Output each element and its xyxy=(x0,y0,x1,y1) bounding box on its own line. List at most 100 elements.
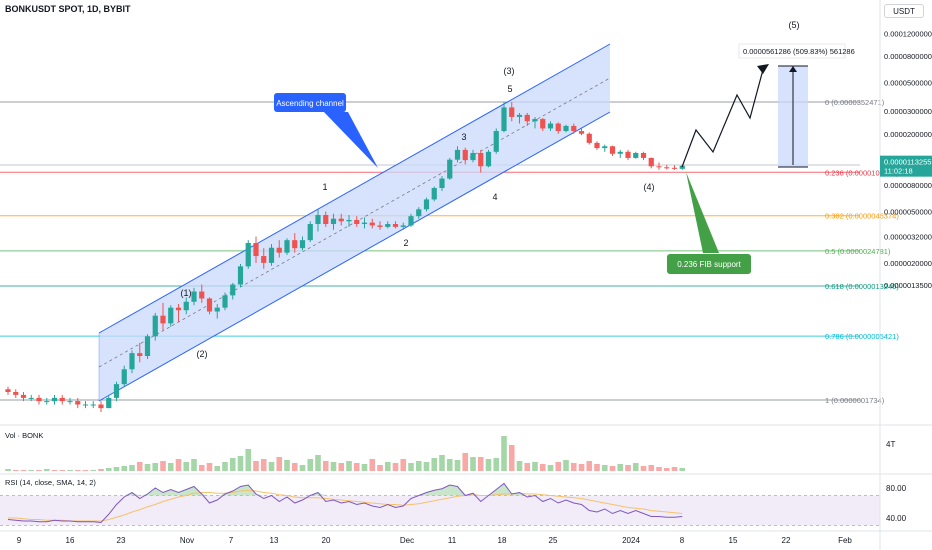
volume-bar xyxy=(361,464,368,471)
rsi-panel: RSI (14, close, SMA, 14, 2) 80.00 40.00 xyxy=(0,478,907,526)
volume-bar xyxy=(640,466,647,471)
candle-body xyxy=(253,243,259,257)
volume-bar xyxy=(369,459,376,471)
volume-bar xyxy=(144,464,151,471)
wave-label: (4) xyxy=(644,182,655,192)
rsi-label: RSI (14, close, SMA, 14, 2) xyxy=(5,478,96,487)
volume-bar xyxy=(392,463,399,471)
time-axis-tick: 8 xyxy=(680,536,685,545)
volume-bar xyxy=(601,465,608,471)
time-axis-tick: 11 xyxy=(448,536,457,545)
volume-bar xyxy=(284,460,290,471)
channel-callout-box xyxy=(274,93,346,112)
candle-body xyxy=(625,151,631,158)
candle-body xyxy=(82,404,89,406)
volume-bar xyxy=(594,464,600,471)
volume-bar xyxy=(555,462,562,471)
candle-body xyxy=(214,307,220,312)
volume-bar xyxy=(384,462,391,471)
time-axis-tick: 20 xyxy=(322,536,331,545)
price-axis-tick: 0.0000800000 xyxy=(884,52,932,61)
volume-bar xyxy=(206,463,213,471)
candle-body xyxy=(160,315,166,324)
volume-bar xyxy=(330,462,337,471)
candle-body xyxy=(191,291,197,302)
candle-body xyxy=(408,216,414,226)
candle-body xyxy=(315,214,321,225)
volume-bar xyxy=(609,466,616,471)
candle-body xyxy=(284,240,290,253)
volume-bar xyxy=(462,453,469,471)
candle-body xyxy=(431,188,437,200)
volume-bar xyxy=(632,463,639,471)
volume-bar xyxy=(338,463,345,471)
rsi-signal-line xyxy=(8,489,683,522)
volume-bar xyxy=(105,468,112,471)
candle-body xyxy=(20,394,27,398)
symbol-title: BONKUSDT SPOT, 1D, BYBIT xyxy=(5,4,131,14)
candle-body xyxy=(385,224,391,227)
volume-bar xyxy=(43,469,50,471)
target-label: 0.0000561286 (509.83%) 561286 xyxy=(743,47,855,56)
volume-bar xyxy=(671,467,678,471)
volume-bar xyxy=(400,459,407,471)
channel-mid-line xyxy=(98,77,611,368)
candle-body xyxy=(602,146,608,149)
volume-bar xyxy=(59,470,66,471)
time-axis-tick: 25 xyxy=(549,536,558,545)
volume-bar xyxy=(245,449,252,471)
volume-bar xyxy=(198,465,205,471)
volume-bar xyxy=(485,459,492,471)
wave-label: 4 xyxy=(492,192,497,202)
fib-label-0: 0 (0.0000352471) xyxy=(825,98,885,107)
volume-bar xyxy=(268,462,275,471)
channel-lower-line xyxy=(98,111,611,402)
volume-bar xyxy=(524,463,531,471)
time-axis: 9 16 23 Nov 7 13 20 Dec 11 18 25 2024 8 15 22 Feb xyxy=(17,536,853,545)
volume-bar xyxy=(82,470,89,471)
candle-body xyxy=(361,222,368,225)
volume-bar xyxy=(299,465,306,471)
wave-label: (1) xyxy=(181,288,192,298)
price-axis-tick: 0.0000050000 xyxy=(884,208,932,217)
volume-bar xyxy=(28,470,35,471)
volume-bar xyxy=(175,459,182,471)
candle-body xyxy=(369,222,375,226)
volume-bar xyxy=(315,455,321,471)
candle-body xyxy=(400,225,406,227)
time-axis-tick: 9 xyxy=(17,536,22,545)
candle-body xyxy=(276,247,282,253)
candle-body xyxy=(36,397,42,402)
time-axis-tick: Dec xyxy=(400,536,414,545)
wave-label: (2) xyxy=(197,349,208,359)
candle-body xyxy=(346,219,352,222)
candle-body xyxy=(524,114,530,122)
currency-button[interactable]: USDT xyxy=(884,4,924,18)
candle-body xyxy=(5,389,11,392)
candle-body xyxy=(594,142,600,149)
candle-body xyxy=(13,391,19,395)
candle-body xyxy=(532,119,538,122)
projection-arrowhead xyxy=(757,64,769,74)
volume-bar xyxy=(446,459,453,471)
candle-body xyxy=(509,107,515,117)
candle-body xyxy=(206,298,213,312)
projection[interactable]: 0.0000561286 (509.83%) 561286 xyxy=(681,43,855,168)
candle-body xyxy=(121,369,127,385)
volume-bar xyxy=(663,468,670,471)
annotations: Ascending channel 0.236 FIB support (1) (2)… xyxy=(181,20,800,359)
candle-body xyxy=(679,165,685,169)
candle-body xyxy=(563,125,569,132)
wave-label: (5) xyxy=(789,20,800,30)
candle-body xyxy=(439,178,445,189)
candle-body xyxy=(571,125,577,132)
rsi-axis-tick: 80.00 xyxy=(886,484,907,493)
channel-callout-pointer xyxy=(323,111,378,168)
candle-body xyxy=(137,353,143,357)
wave-label: 2 xyxy=(403,238,408,248)
volume-bar xyxy=(36,470,42,471)
volume-bar xyxy=(5,469,11,471)
time-axis-tick: 16 xyxy=(66,536,75,545)
volume-panel: Vol · BONK 4T xyxy=(5,431,895,471)
